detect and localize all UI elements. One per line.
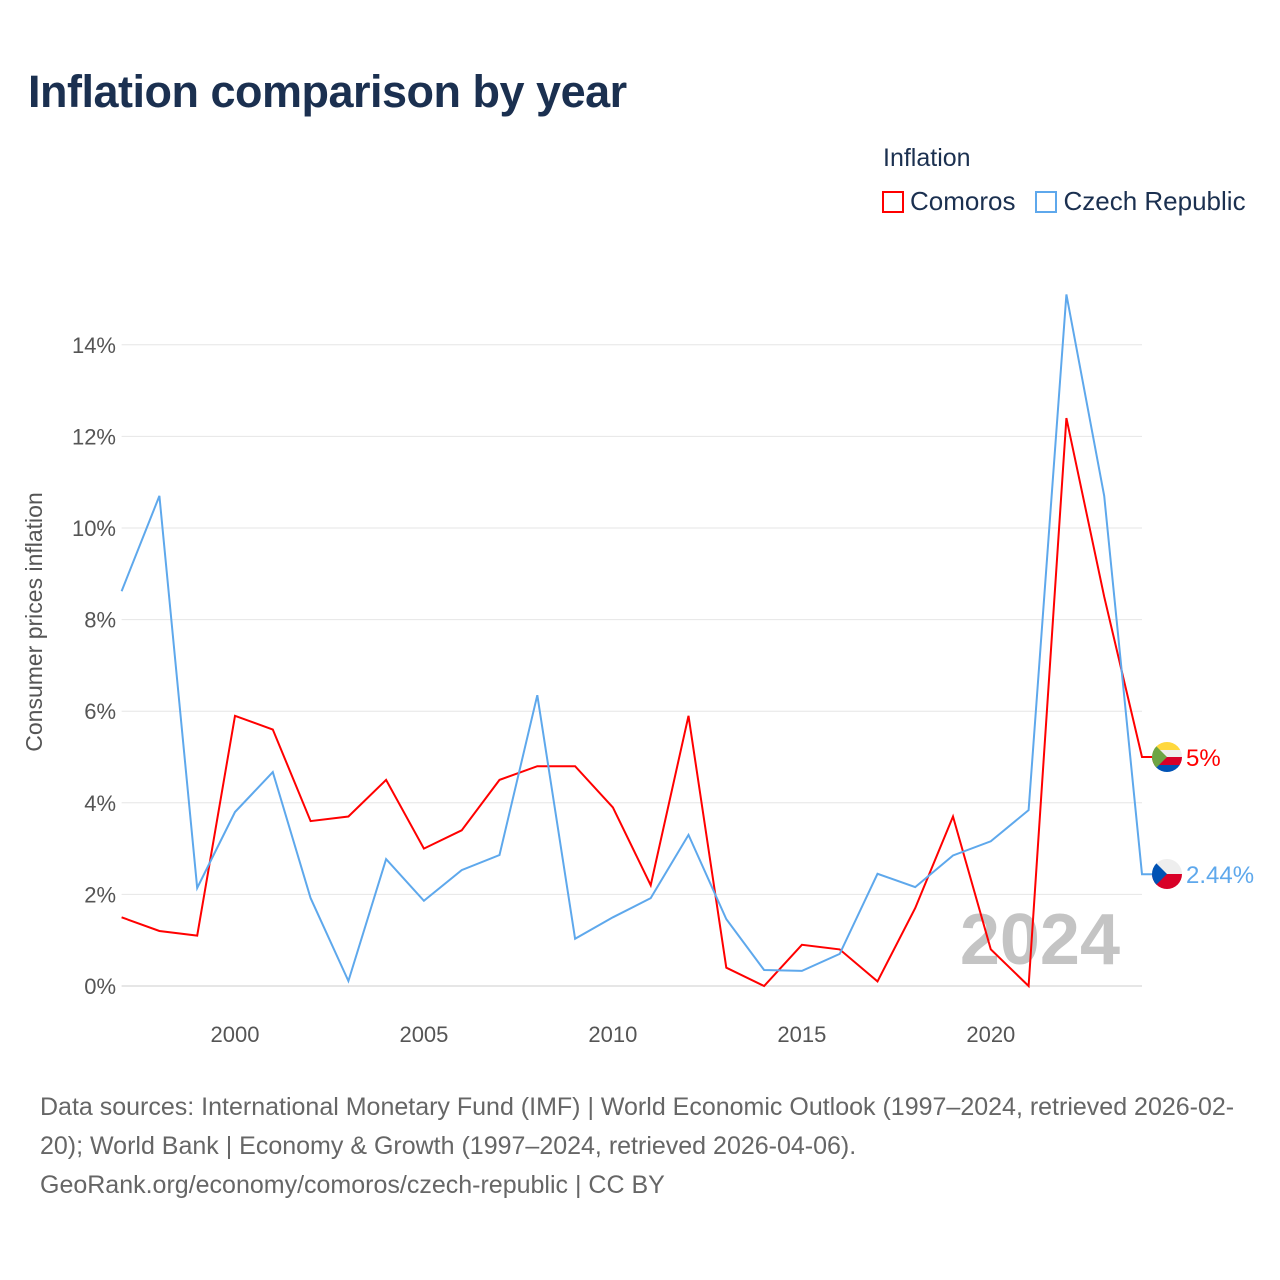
y-tick-label: 2% [84, 882, 116, 907]
x-tick-label: 2000 [211, 1022, 260, 1047]
credit-link[interactable]: GeoRank.org/economy/comoros/czech-republ… [40, 1171, 665, 1199]
x-tick-label: 2020 [966, 1022, 1015, 1047]
y-tick-label: 14% [72, 333, 116, 358]
x-tick-label: 2005 [399, 1022, 448, 1047]
line-chart: 0% 2% 4% 6% 8% 10% 12% 14% 2000 2005 2010 2015 2020 C… [21, 294, 1254, 1047]
y-tick-label: 4% [84, 791, 116, 816]
y-tick-label: 0% [84, 974, 116, 999]
end-value-label: 5% [1186, 745, 1221, 772]
year-watermark: 2024 [960, 900, 1120, 980]
legend-label: Czech Republic [1063, 186, 1246, 216]
legend-item-czech-republic[interactable]: Czech Republic [1035, 186, 1246, 217]
chart-title: Inflation comparison by year [28, 66, 627, 117]
data-sources: Data sources: International Monetary Fun… [40, 1093, 1235, 1160]
y-axis-label: Consumer prices inflation [21, 492, 47, 752]
comoros-flag-icon [1152, 742, 1182, 772]
y-tick-label: 10% [72, 516, 116, 541]
y-tick-label: 8% [84, 608, 116, 633]
legend: Comoros Czech Republic [882, 186, 1246, 217]
legend-item-comoros[interactable]: Comoros [882, 186, 1015, 217]
series-line-comoros [121, 417, 1152, 989]
footer: Data sources: International Monetary Fun… [40, 1088, 1250, 1205]
y-tick-label: 6% [84, 699, 116, 724]
legend-label: Comoros [910, 186, 1016, 216]
legend-swatch-czech [1035, 190, 1058, 213]
end-value-label: 2.44% [1186, 862, 1254, 889]
legend-title: Inflation [883, 144, 971, 172]
x-tick-label: 2015 [777, 1022, 826, 1047]
series-line-czech-republic [120, 294, 1152, 984]
czech-flag-icon [1152, 859, 1182, 889]
x-tick-label: 2010 [588, 1022, 637, 1047]
legend-swatch-comoros [882, 190, 904, 213]
y-tick-label: 12% [72, 424, 116, 449]
